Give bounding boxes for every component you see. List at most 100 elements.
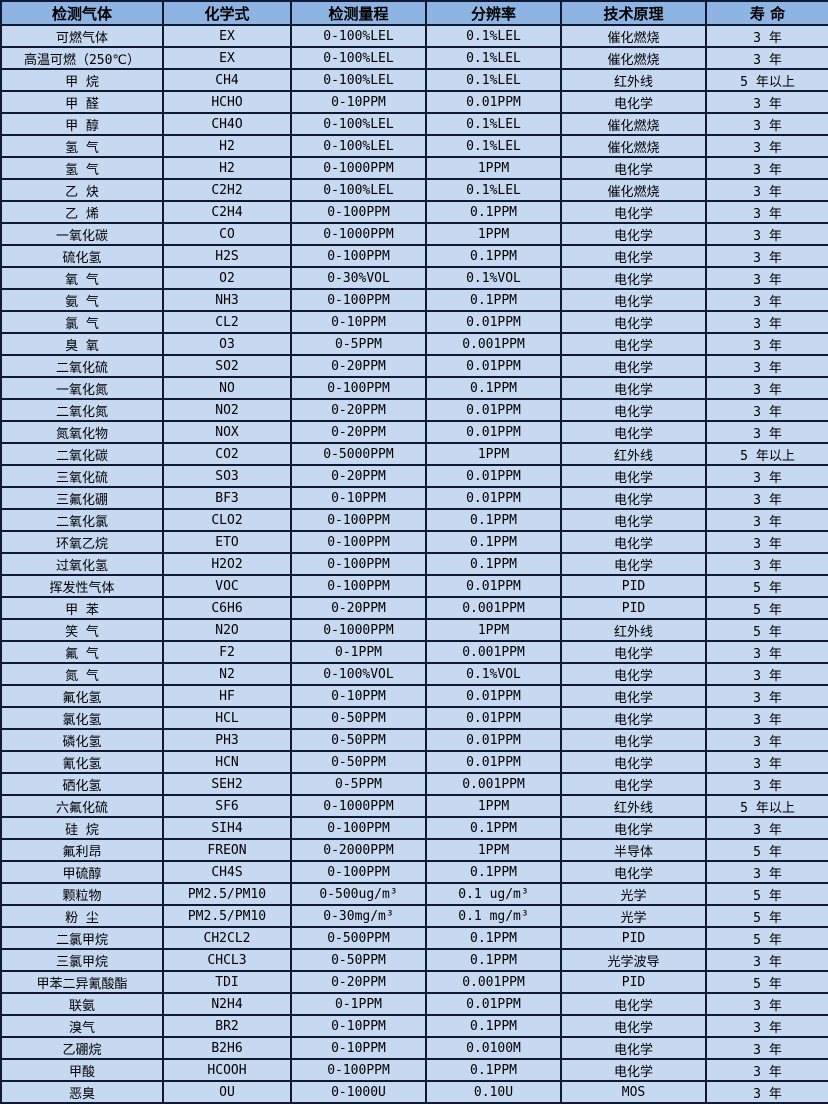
cell-lifespan: 3 年 [705, 640, 828, 664]
cell-formula: CO2 [162, 442, 292, 466]
cell-range: 0-100%LEL [290, 24, 427, 48]
cell-range: 0-20PPM [290, 596, 427, 620]
cell-resolution: 0.1PPM [425, 530, 562, 554]
cell-resolution: 0.1PPM [425, 200, 562, 224]
cell-gas-name: 二氧化硫 [0, 354, 164, 378]
cell-principle: 光学 [560, 904, 707, 928]
cell-lifespan: 3 年 [705, 948, 828, 972]
cell-gas-name: 乙 炔 [0, 178, 164, 202]
cell-formula: FREON [162, 838, 292, 862]
cell-resolution: 0.001PPM [425, 772, 562, 796]
cell-gas-name: 一氧化碳 [0, 222, 164, 246]
cell-range: 0-10PPM [290, 684, 427, 708]
cell-formula: CL2 [162, 310, 292, 334]
cell-gas-name: 联氨 [0, 992, 164, 1016]
cell-resolution: 0.01PPM [425, 420, 562, 444]
cell-principle: 电化学 [560, 772, 707, 796]
cell-formula: C2H2 [162, 178, 292, 202]
cell-formula: PM2.5/PM10 [162, 882, 292, 906]
table-row: 可燃气体 EX 0-100%LEL 0.1%LEL 催化燃烧 3 年 [0, 24, 828, 48]
cell-principle: 电化学 [560, 640, 707, 664]
cell-resolution: 0.01PPM [425, 728, 562, 752]
table-row: 乙 炔 C2H2 0-100%LEL 0.1%LEL 催化燃烧 3 年 [0, 178, 828, 202]
cell-principle: 电化学 [560, 1014, 707, 1038]
cell-lifespan: 3 年 [705, 1080, 828, 1104]
cell-lifespan: 3 年 [705, 1036, 828, 1060]
cell-formula: HCL [162, 706, 292, 730]
cell-resolution: 0.001PPM [425, 640, 562, 664]
table-row: 恶臭 OU 0-1000U 0.10U MOS 3 年 [0, 1080, 828, 1104]
cell-range: 0-1PPM [290, 992, 427, 1016]
cell-gas-name: 氢 气 [0, 156, 164, 180]
cell-principle: 电化学 [560, 310, 707, 334]
cell-lifespan: 5 年 [705, 574, 828, 598]
cell-principle: 电化学 [560, 288, 707, 312]
cell-resolution: 0.1%LEL [425, 134, 562, 158]
cell-gas-name: 臭 氧 [0, 332, 164, 356]
cell-resolution: 0.001PPM [425, 970, 562, 994]
cell-principle: 电化学 [560, 1036, 707, 1060]
table-row: 氟化氢 HF 0-10PPM 0.01PPM 电化学 3 年 [0, 684, 828, 708]
cell-gas-name: 可燃气体 [0, 24, 164, 48]
cell-gas-name: 氟化氢 [0, 684, 164, 708]
table-row: 氮氧化物 NOX 0-20PPM 0.01PPM 电化学 3 年 [0, 420, 828, 444]
cell-formula: C6H6 [162, 596, 292, 620]
cell-range: 0-100PPM [290, 860, 427, 884]
column-header-gas-name: 检测气体 [0, 0, 164, 26]
cell-range: 0-10PPM [290, 486, 427, 510]
cell-resolution: 0.1%LEL [425, 178, 562, 202]
cell-range: 0-20PPM [290, 420, 427, 444]
cell-resolution: 0.01PPM [425, 750, 562, 774]
cell-resolution: 0.1PPM [425, 244, 562, 268]
cell-formula: CH4S [162, 860, 292, 884]
table-row: 氰化氢 HCN 0-50PPM 0.01PPM 电化学 3 年 [0, 750, 828, 774]
table-row: 硒化氢 SEH2 0-5PPM 0.001PPM 电化学 3 年 [0, 772, 828, 796]
cell-principle: 电化学 [560, 860, 707, 884]
cell-gas-name: 甲硫醇 [0, 860, 164, 884]
cell-gas-name: 一氧化氮 [0, 376, 164, 400]
cell-resolution: 1PPM [425, 442, 562, 466]
cell-lifespan: 5 年 [705, 882, 828, 906]
column-header-formula: 化学式 [162, 0, 292, 26]
cell-range: 0-5PPM [290, 332, 427, 356]
table-row: 二氧化氮 NO2 0-20PPM 0.01PPM 电化学 3 年 [0, 398, 828, 422]
cell-lifespan: 3 年 [705, 24, 828, 48]
table-row: 氯 气 CL2 0-10PPM 0.01PPM 电化学 3 年 [0, 310, 828, 334]
cell-principle: 电化学 [560, 684, 707, 708]
cell-gas-name: 氯化氢 [0, 706, 164, 730]
cell-resolution: 0.1PPM [425, 288, 562, 312]
cell-gas-name: 硒化氢 [0, 772, 164, 796]
cell-principle: 催化燃烧 [560, 24, 707, 48]
table-row: 笑 气 N2O 0-1000PPM 1PPM 红外线 5 年 [0, 618, 828, 642]
cell-gas-name: 硫化氢 [0, 244, 164, 268]
cell-gas-name: 六氟化硫 [0, 794, 164, 818]
cell-gas-name: 甲 烷 [0, 68, 164, 92]
cell-lifespan: 3 年 [705, 772, 828, 796]
cell-range: 0-20PPM [290, 464, 427, 488]
cell-lifespan: 3 年 [705, 530, 828, 554]
cell-formula: HCOOH [162, 1058, 292, 1082]
cell-formula: HCN [162, 750, 292, 774]
cell-resolution: 0.1PPM [425, 552, 562, 576]
cell-resolution: 0.1PPM [425, 1058, 562, 1082]
table-row: 三氧化硫 SO3 0-20PPM 0.01PPM 电化学 3 年 [0, 464, 828, 488]
cell-formula: N2H4 [162, 992, 292, 1016]
cell-formula: EX [162, 46, 292, 70]
cell-gas-name: 三氟化硼 [0, 486, 164, 510]
cell-formula: HCHO [162, 90, 292, 114]
column-header-principle: 技术原理 [560, 0, 707, 26]
cell-resolution: 1PPM [425, 794, 562, 818]
cell-gas-name: 甲酸 [0, 1058, 164, 1082]
cell-range: 0-5PPM [290, 772, 427, 796]
table-row: 颗粒物 PM2.5/PM10 0-500ug/m³ 0.1 ug/m³ 光学 5 年 [0, 882, 828, 906]
cell-range: 0-100PPM [290, 530, 427, 554]
cell-resolution: 0.1 ug/m³ [425, 882, 562, 906]
cell-gas-name: 氟 气 [0, 640, 164, 664]
cell-range: 0-2000PPM [290, 838, 427, 862]
cell-principle: 电化学 [560, 332, 707, 356]
cell-gas-name: 三氯甲烷 [0, 948, 164, 972]
cell-formula: NH3 [162, 288, 292, 312]
cell-range: 0-100PPM [290, 816, 427, 840]
cell-gas-name: 硅 烷 [0, 816, 164, 840]
